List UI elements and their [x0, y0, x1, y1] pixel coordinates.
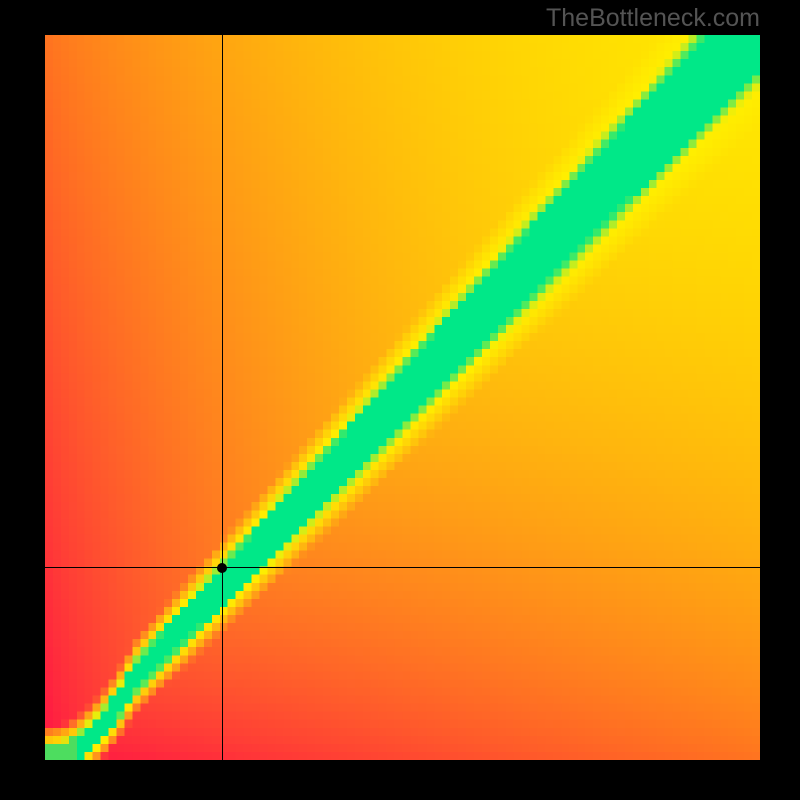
crosshair-horizontal [45, 567, 760, 568]
bottleneck-heatmap [45, 35, 760, 760]
crosshair-vertical [222, 35, 223, 760]
watermark-text: TheBottleneck.com [546, 4, 760, 33]
chart-container: { "canvas": { "width": 800, "height": 80… [0, 0, 800, 800]
